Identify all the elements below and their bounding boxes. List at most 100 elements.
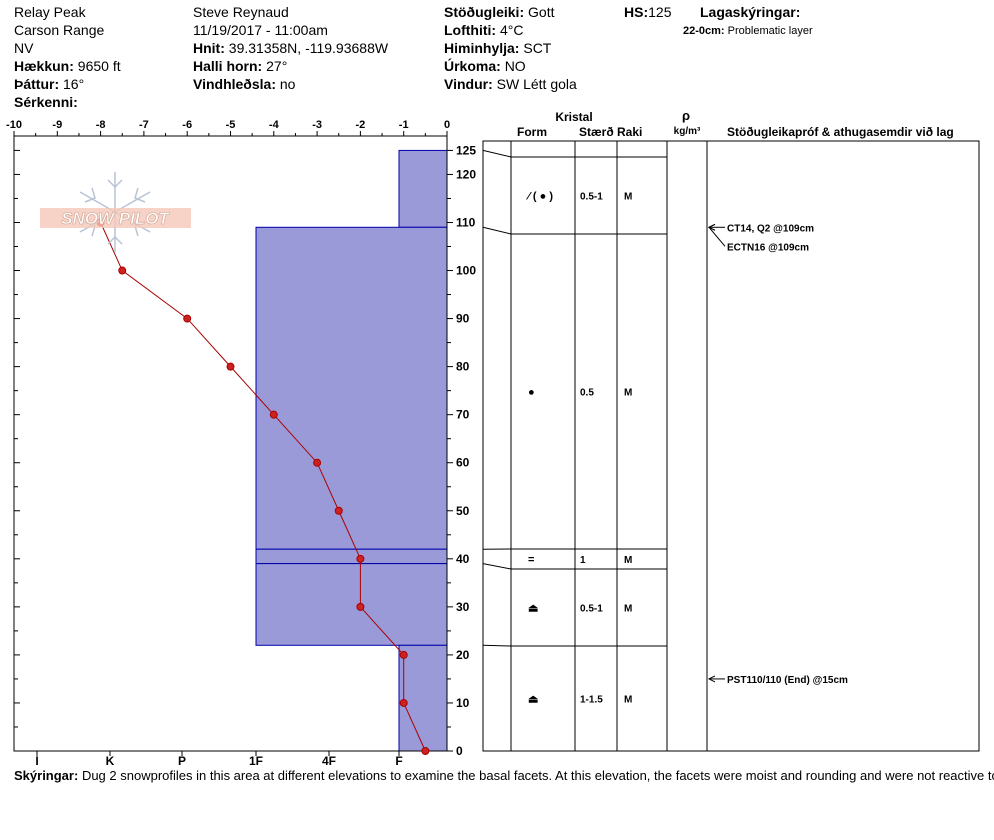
hardness-tick-label: 4F <box>322 754 336 768</box>
footer-text: Dug 2 snowprofiles in this area at diffe… <box>81 768 994 783</box>
temperature-point <box>421 747 430 755</box>
layer-wetness: M <box>624 695 632 706</box>
elevation-value: 9650 ft <box>77 58 121 74</box>
height-tick-label: 100 <box>456 264 476 278</box>
temperature-profile <box>96 218 430 755</box>
layer-note-text: Problematic layer <box>727 25 813 37</box>
temperature-point <box>356 554 365 563</box>
precip: Úrkoma: NO <box>444 58 526 75</box>
wind-loading: Vindhleðsla: no <box>193 76 295 93</box>
air-temp-label: Lofthiti: <box>444 22 497 38</box>
height-tick-label: 90 <box>456 312 470 326</box>
layer-size: 1-1.5 <box>580 695 603 706</box>
temperature-point <box>226 362 235 371</box>
layer-size: 0.5-1 <box>580 604 603 615</box>
location: Relay Peak <box>14 4 86 20</box>
layer-size: 0.5-1 <box>580 192 603 203</box>
height-tick-label: 10 <box>456 696 470 710</box>
state: NV <box>14 40 34 56</box>
layer-form: = <box>528 554 534 566</box>
test-arrowhead <box>707 223 716 231</box>
sky-value: SCT <box>523 40 552 56</box>
stability-value: Gott <box>528 4 555 20</box>
coords-value: 39.31358N, -119.93688W <box>228 40 389 56</box>
temperature-point <box>399 698 408 707</box>
slope-label: Halli horn: <box>193 58 263 74</box>
elevation-label: Hækkun: <box>14 58 74 74</box>
layer-connector <box>482 563 512 570</box>
test-label: ECTN16 @109cm <box>727 242 809 253</box>
layer-wetness: M <box>624 192 632 203</box>
hardness-tick-label: P <box>178 754 186 768</box>
stability-label: Stöðugleiki: <box>444 4 525 20</box>
temp-tick-label: -8 <box>96 119 106 131</box>
hardness-bar-2 <box>255 548 448 565</box>
range: Carson Range <box>14 22 105 38</box>
height-tick-label: 50 <box>456 504 470 518</box>
coords: Hnit: 39.31358N, -119.93688W <box>193 40 388 57</box>
layer-connector <box>482 149 512 158</box>
wind-loading-label: Vindhleðsla: <box>193 76 276 92</box>
temp-tick-label: -7 <box>139 119 149 131</box>
temperature-point <box>313 458 322 467</box>
slope-value: 27° <box>266 58 288 74</box>
hardness-bar-3 <box>255 563 448 646</box>
observer: Steve Reynaud <box>193 4 289 20</box>
layer-size: 0.5 <box>580 388 594 399</box>
hardness-tick-label: F <box>395 754 402 768</box>
footer-label: Skýringar: <box>14 768 79 783</box>
temperature-point <box>269 410 278 419</box>
col-tests: Stöðugleikapróf & athugasemdir við lag <box>727 125 954 139</box>
aspect-label: Þáttur: <box>14 76 60 92</box>
temp-tick-label: 0 <box>444 119 450 131</box>
temperature-axis: -10 -9 -8 -7 -6 -5 -4 -3 -2 -1 0 <box>6 119 450 136</box>
height-tick-label: 0 <box>456 744 463 758</box>
footer-note: Skýringar: Dug 2 snowprofiles in this ar… <box>14 768 994 783</box>
layer-connector <box>482 226 512 235</box>
temperature-point <box>118 266 127 275</box>
hardness-tick-label: K <box>106 754 115 768</box>
slope: Halli horn: 27° <box>193 58 287 75</box>
hardness-tick-label: I <box>35 754 38 768</box>
temp-tick-label: -9 <box>52 119 62 131</box>
layer-connector <box>482 644 512 647</box>
temp-tick-label: -2 <box>356 119 366 131</box>
hardness-bar-0 <box>398 149 448 228</box>
temp-tick-label: -3 <box>312 119 322 131</box>
height-axis: 0 10 20 30 40 50 60 70 80 90 100 110 120 125 <box>14 143 476 758</box>
layer-form: ⏏ <box>528 694 539 706</box>
height-tick-label: 40 <box>456 552 470 566</box>
elevation: Hækkun: 9650 ft <box>14 58 121 75</box>
temp-tick-label: -1 <box>399 119 409 131</box>
wind-label: Vindur: <box>444 76 493 92</box>
stability: Stöðugleiki: Gott <box>444 4 554 21</box>
wind-loading-value: no <box>279 76 296 92</box>
layer-note-depth: 22-0cm: <box>683 25 725 37</box>
datetime: 11/19/2017 - 11:00am <box>193 22 328 38</box>
wind: Vindur: SW Létt gola <box>444 76 577 93</box>
col-rho: ρ <box>682 108 690 123</box>
temp-tick-label: -6 <box>182 119 192 131</box>
test-label: PST110/110 (End) @15cm <box>727 675 848 686</box>
col-kristal: Kristal <box>555 110 592 124</box>
hardness-tick-label: 1F <box>249 754 263 768</box>
height-tick-label: 70 <box>456 408 470 422</box>
coords-label: Hnit: <box>193 40 225 56</box>
layer-note: 22-0cm: Problematic layer <box>683 23 813 40</box>
logo-band <box>40 208 191 228</box>
precip-label: Úrkoma: <box>444 58 501 74</box>
layer-form: ⁄ ( ● ) <box>525 191 553 203</box>
temperature-point <box>356 602 365 611</box>
aspect-value: 16° <box>63 76 85 92</box>
precip-value: NO <box>504 58 526 74</box>
temperature-point <box>399 650 408 659</box>
col-wetness: Raki <box>617 125 642 139</box>
wind-value: SW Létt gola <box>496 76 577 92</box>
special: Sérkenni: <box>14 94 78 111</box>
height-tick-label: 80 <box>456 360 470 374</box>
layer-wetness: M <box>624 388 632 399</box>
air-temp-value: 4°C <box>499 22 524 38</box>
hs-value: 125 <box>648 4 672 20</box>
height-tick-label: 110 <box>456 215 476 229</box>
